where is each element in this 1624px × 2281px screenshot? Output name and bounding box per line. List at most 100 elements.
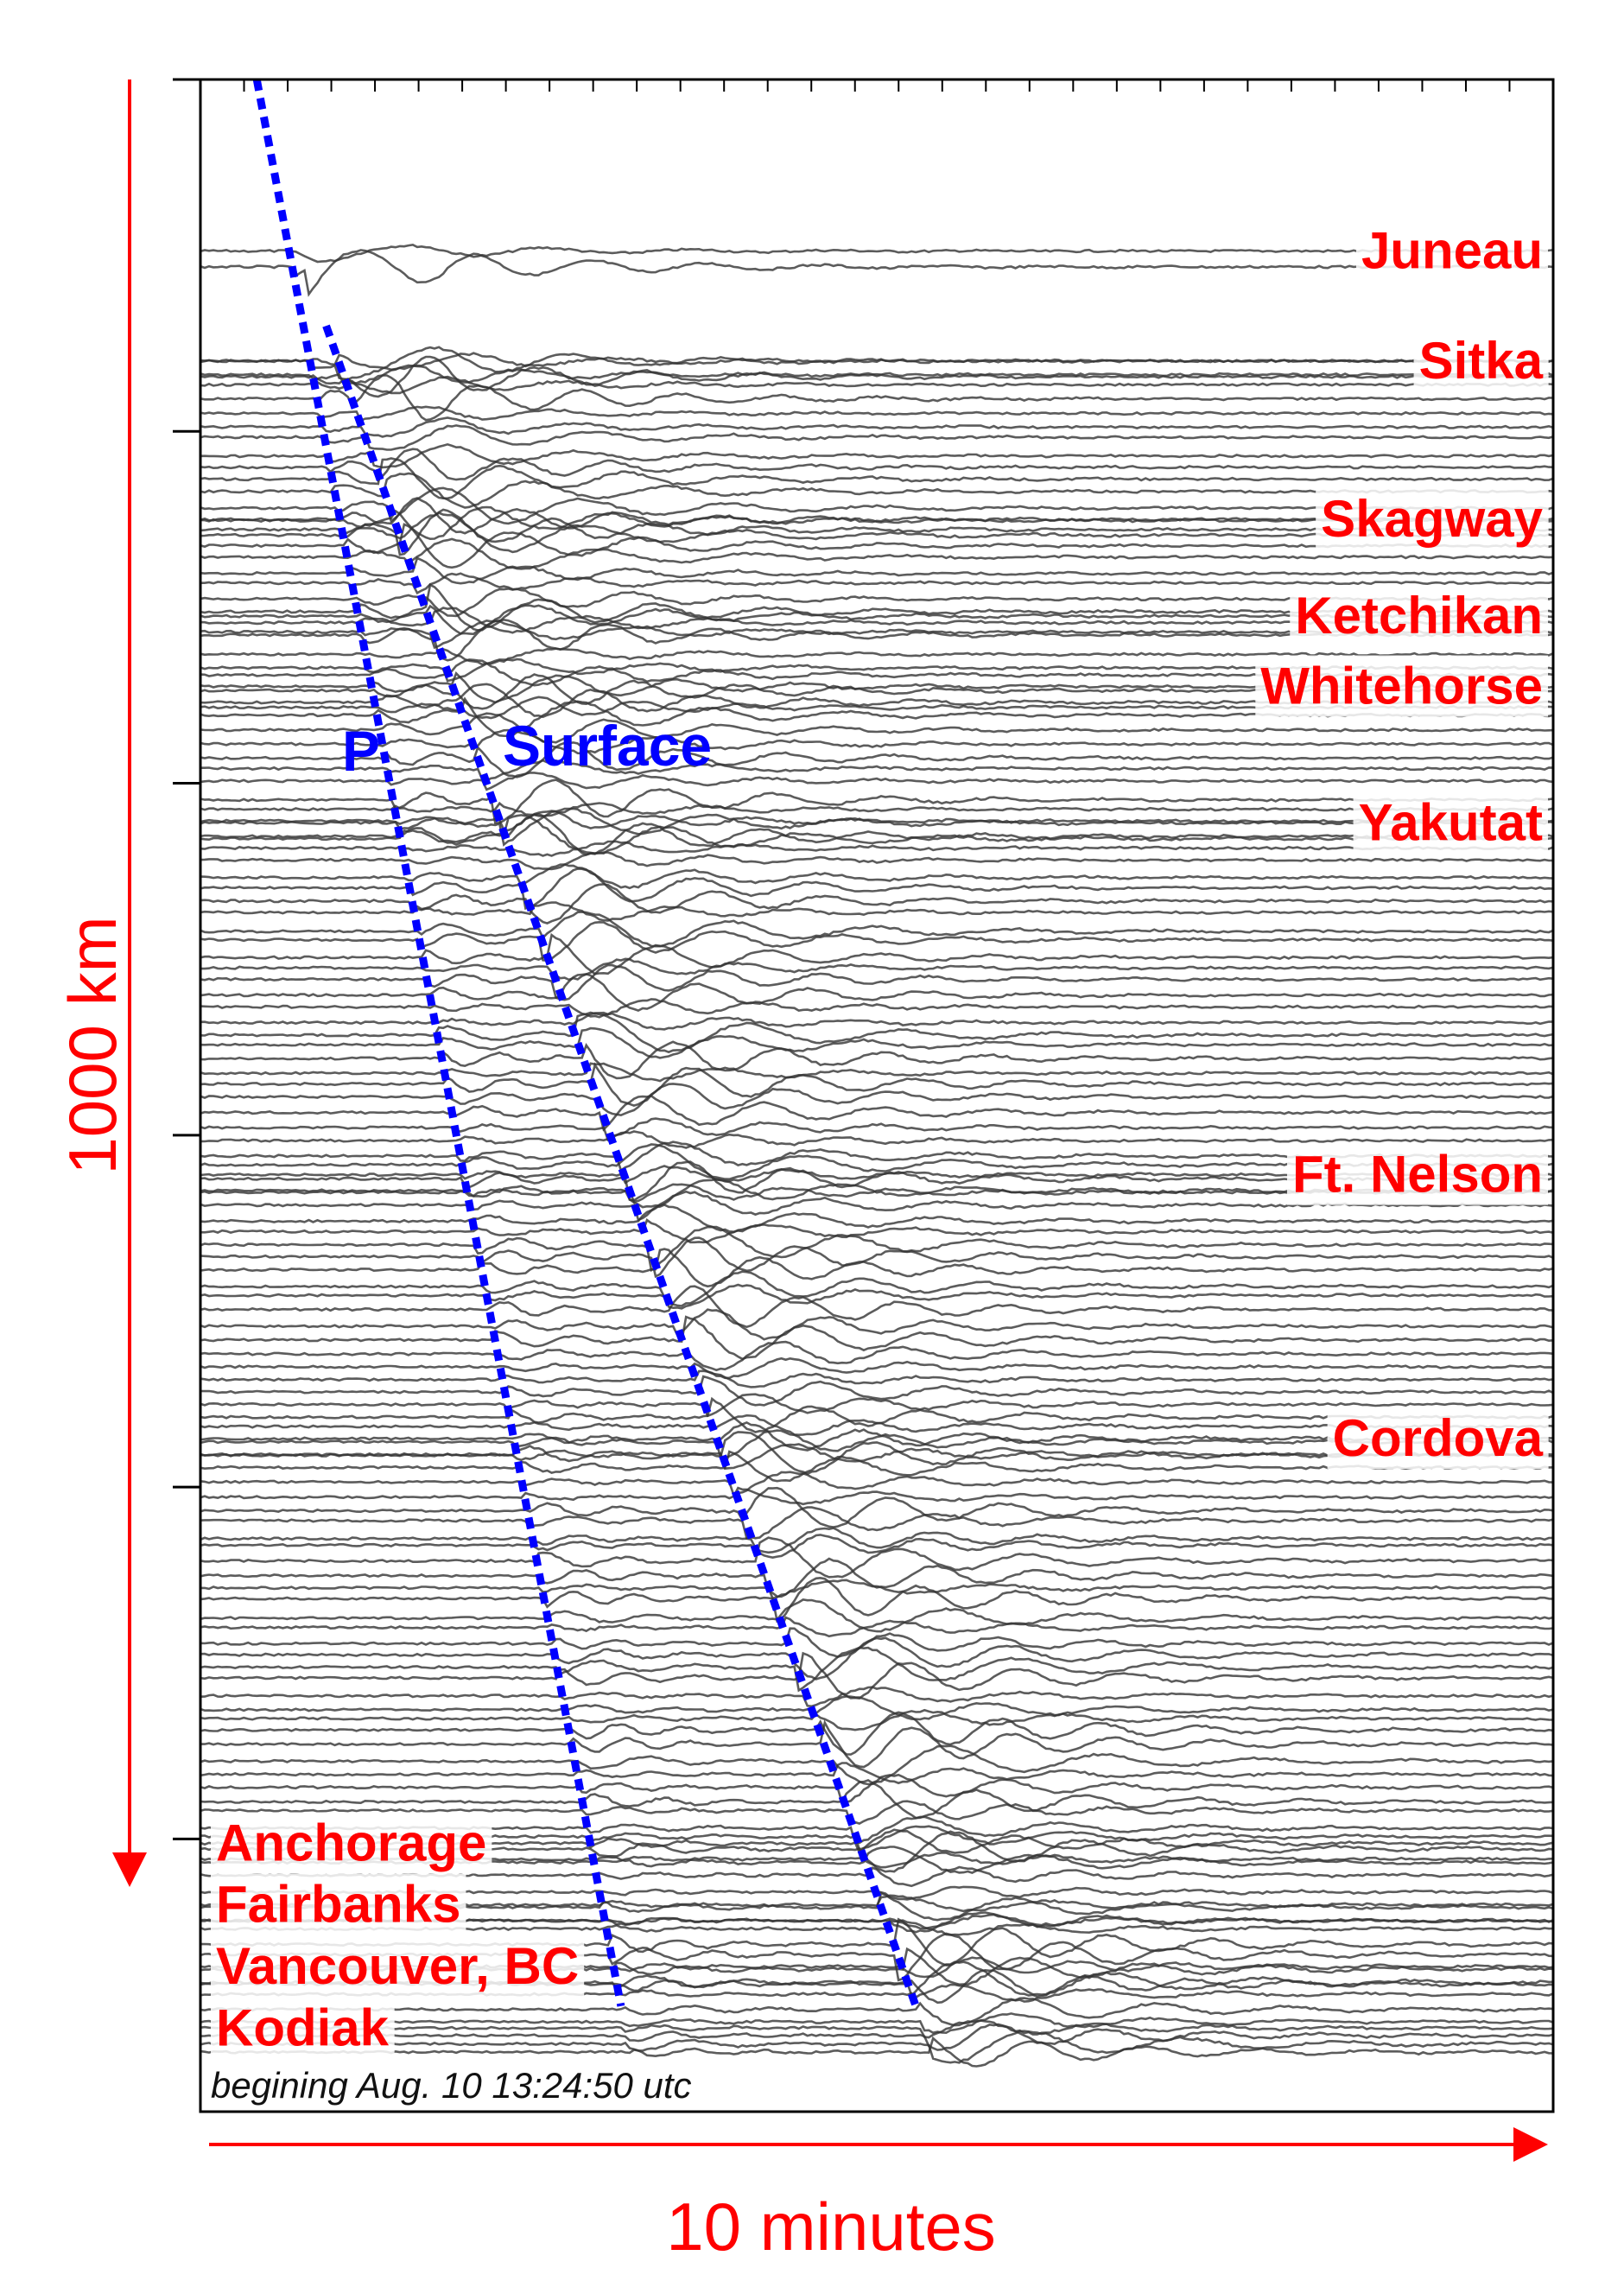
seismic-trace: [200, 812, 1553, 856]
y-axis-label: 1000 km: [54, 916, 130, 1174]
seismic-trace: [200, 2012, 1553, 2035]
station-label-background: [211, 1935, 585, 1997]
plot-frame: [199, 78, 1555, 2113]
station-label: Yakutat: [1359, 793, 1543, 851]
seismic-trace: [200, 1236, 1553, 1279]
station-label: Vancouver, BC: [216, 1937, 579, 1995]
seismic-trace: [200, 867, 1553, 911]
seismic-trace: [200, 1248, 1553, 1288]
seismic-trace: [200, 647, 1553, 666]
seismic-trace: [200, 1062, 1553, 1083]
seismic-trace: [200, 1598, 1553, 1633]
seismic-trace: [200, 1357, 1553, 1380]
seismic-trace: [200, 728, 1553, 755]
seismic-trace: [200, 1083, 1553, 1117]
seismic-trace: [200, 712, 1553, 744]
seismic-trace: [200, 2036, 1553, 2068]
station-label-background: [1355, 219, 1548, 282]
station-label: Fairbanks: [216, 1876, 460, 1934]
seismic-trace: [200, 1997, 1553, 2027]
seismic-trace: [200, 1694, 1553, 1721]
station-label-background: [1353, 791, 1549, 854]
seismic-trace: [200, 1762, 1553, 1785]
seismic-trace: [200, 416, 1553, 438]
seismic-trace: [200, 778, 1553, 824]
seismic-trace: [200, 840, 1553, 857]
seismic-trace: [200, 1340, 1553, 1372]
seismic-trace: [200, 1062, 1553, 1107]
seismic-trace: [200, 374, 1553, 422]
seismic-trace: [200, 741, 1553, 778]
seismic-trace: [200, 1393, 1553, 1418]
seismic-trace: [200, 448, 1553, 483]
seismic-trace: [200, 1527, 1553, 1554]
station-label: Sitka: [1419, 332, 1544, 390]
station-label: Cordova: [1333, 1409, 1544, 1467]
station-label-background: [1413, 329, 1549, 391]
seismic-trace: [200, 1369, 1553, 1388]
station-label-background: [211, 1997, 395, 2059]
station-label-background: [211, 1873, 466, 1935]
station-label-background: [1327, 1407, 1549, 1470]
station-label-background: [211, 1812, 492, 1874]
seismic-trace: [200, 863, 1553, 890]
seismic-trace: [200, 932, 1553, 975]
station-label-background: [1255, 655, 1548, 717]
seismic-trace: [200, 1651, 1553, 1700]
seismic-trace: [200, 807, 1553, 847]
seismic-trace: [200, 1686, 1553, 1708]
station-label: Juneau: [1361, 222, 1543, 280]
station-label: Ketchikan: [1295, 587, 1543, 645]
seismic-trace: [200, 1471, 1553, 1497]
seismic-traces: [200, 243, 1553, 2068]
seismic-trace: [200, 1130, 1553, 1149]
seismic-trace: [200, 1095, 1553, 1132]
seismic-trace: [200, 1117, 1553, 1142]
phase-label-p: P: [342, 719, 380, 783]
station-labels: Juneau Sitka Skagway Ketchikan Whitehorse Yak…: [211, 219, 1549, 2059]
station-label: Ft. Nelson: [1292, 1146, 1543, 1204]
phase-label-surface: Surface: [503, 714, 712, 778]
station-label: Anchorage: [216, 1814, 486, 1871]
seismic-trace: [200, 556, 1553, 585]
station-label: Whitehorse: [1260, 658, 1543, 715]
seismic-trace: [200, 1203, 1553, 1234]
seismic-trace: [200, 1486, 1553, 1506]
y-axis-ticks: [173, 78, 200, 1840]
seismic-trace: [200, 375, 1553, 395]
seismic-trace: [200, 1225, 1553, 1273]
seismic-trace: [200, 1011, 1553, 1031]
seismic-trace: [200, 1011, 1553, 1054]
seismic-trace: [200, 759, 1553, 782]
phase-arrival-lines: [252, 79, 920, 2008]
seismic-trace: [200, 457, 1553, 500]
seismic-trace: [200, 572, 1553, 595]
seismic-trace: [200, 1040, 1553, 1080]
seismic-trace: [200, 1218, 1553, 1244]
station-label-background: [1286, 1143, 1548, 1205]
station-label-background: [1290, 585, 1548, 647]
phase-arrival-line: [252, 79, 625, 2007]
seismic-trace: [200, 249, 1553, 297]
seismic-trace: [200, 1283, 1553, 1310]
seismic-trace: [200, 355, 1553, 398]
seismic-trace: [200, 1375, 1553, 1407]
seismic-trace: [200, 1708, 1553, 1731]
seismic-trace: [200, 1557, 1553, 1598]
seismic-trace: [200, 1308, 1553, 1341]
seismic-trace: [200, 1646, 1553, 1693]
station-label: Kodiak: [216, 1998, 390, 2056]
seismic-trace: [200, 1579, 1553, 1600]
seismic-trace: [200, 1627, 1553, 1658]
seismic-trace: [200, 1744, 1553, 1786]
seismic-trace: [200, 1636, 1553, 1681]
phase-arrival-line: [322, 324, 920, 2008]
seismic-trace: [200, 1506, 1553, 1540]
chart-subtitle: begining Aug. 10 13:24:50 utc: [211, 2065, 692, 2106]
seismic-trace: [200, 2019, 1553, 2039]
seismic-trace: [200, 772, 1553, 791]
seismic-trace: [200, 1285, 1553, 1329]
seismic-trace: [200, 243, 1553, 264]
seismic-trace: [200, 920, 1553, 963]
